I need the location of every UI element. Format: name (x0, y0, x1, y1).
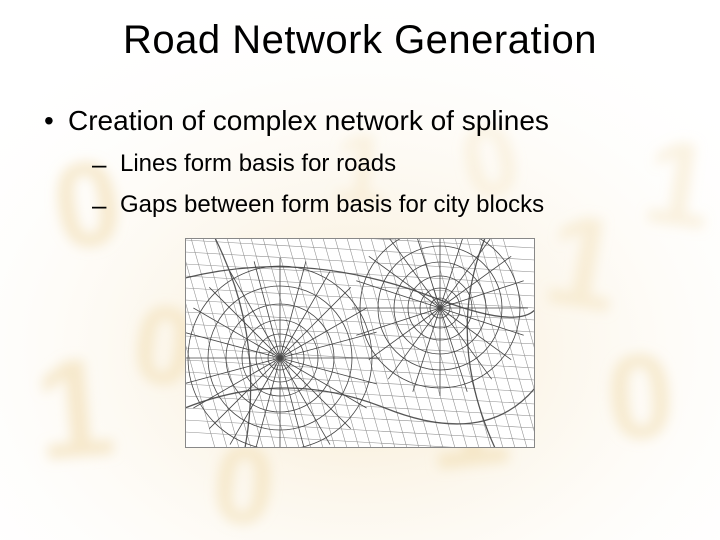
sub-list: Lines form basis for roads Gaps between … (88, 148, 690, 220)
road-network-figure (185, 238, 535, 448)
bullet-list: Creation of complex network of splines L… (40, 103, 690, 220)
sub-text: Gaps between form basis for city blocks (120, 191, 544, 218)
sub-text: Lines form basis for roads (120, 150, 396, 177)
figure-container (30, 238, 690, 448)
slide: 010101010101 Road Network Generation Cre… (0, 0, 720, 540)
slide-title: Road Network Generation (30, 18, 690, 63)
bullet-text: Creation of complex network of splines (68, 105, 549, 136)
content: Road Network Generation Creation of comp… (0, 0, 720, 448)
sub-item: Lines form basis for roads (88, 148, 690, 179)
road-network-svg (185, 238, 535, 448)
bullet-item: Creation of complex network of splines L… (40, 103, 690, 220)
sub-item: Gaps between form basis for city blocks (88, 189, 690, 220)
